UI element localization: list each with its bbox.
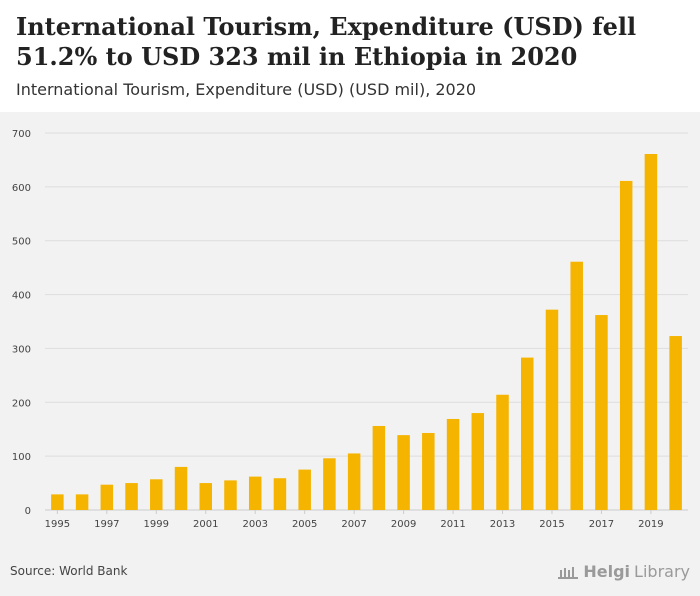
bar-1995[interactable] [51,494,64,510]
y-tick-label: 600 [12,183,31,194]
logo-text-helgi: Helgi [583,562,631,581]
y-tick-label: 300 [12,344,31,355]
bar-1997[interactable] [100,484,114,510]
bar-2006[interactable] [323,458,336,510]
x-tick-label: 2003 [242,519,267,530]
bar-2003[interactable] [248,476,262,510]
chart-subtitle: International Tourism, Expenditure (USD)… [16,80,477,99]
logo-text-library: Library [634,562,690,581]
x-tick-label: 2007 [341,519,366,530]
y-tick-label: 200 [12,398,31,409]
bar-2017[interactable] [595,315,608,510]
bar-2001[interactable] [199,483,213,510]
bar-2011[interactable] [446,418,460,510]
y-tick-label: 100 [12,452,31,463]
x-tick-label: 2015 [539,519,564,530]
bar-2000[interactable] [174,466,188,510]
bar-1996[interactable] [75,494,89,510]
chart-area [0,112,700,596]
y-tick-label: 400 [12,291,31,302]
bar-2005[interactable] [298,469,311,510]
bar-2018[interactable] [619,180,633,510]
bar-chart: 0 100 200 300 400 500 600 700 1995 1997 1999 2001 20… [12,129,688,530]
bar-2016[interactable] [570,261,583,510]
x-tick-label: 2005 [292,519,317,530]
y-tick-label: 500 [12,237,31,248]
y-tick-label: 0 [25,506,31,517]
x-tick-label: 2011 [440,519,465,530]
bar-2014[interactable] [521,357,534,510]
bar-2002[interactable] [224,480,237,510]
bar-1999[interactable] [150,479,163,510]
x-tick-label: 1995 [45,519,70,530]
helgi-library-logo: Helgi Library [557,562,690,581]
x-tick-label: 2001 [193,519,218,530]
x-tick-label: 2017 [589,519,614,530]
source-note: Source: World Bank [10,564,128,578]
x-tick-label: 1997 [94,519,119,530]
bar-2013[interactable] [496,394,509,510]
bar-2012[interactable] [471,413,485,510]
x-tick-label: 2009 [391,519,416,530]
bar-2015[interactable] [545,309,559,510]
bar-2007[interactable] [347,453,361,510]
y-tick-label: 700 [12,129,31,140]
header: International Tourism, Expenditure (USD)… [0,0,700,112]
page-title: International Tourism, Expenditure (USD)… [16,12,637,71]
x-tick-label: 2013 [490,519,515,530]
x-tick-label: 1999 [144,519,169,530]
bar-2004[interactable] [273,478,287,510]
bar-2019[interactable] [644,154,658,511]
library-building-icon [558,566,579,579]
bar-2020[interactable] [669,336,682,510]
x-tick-label: 2019 [638,519,663,530]
bar-2008[interactable] [372,425,386,510]
bar-2009[interactable] [397,435,410,510]
bar-1998[interactable] [125,483,138,510]
bar-2010[interactable] [422,432,435,510]
